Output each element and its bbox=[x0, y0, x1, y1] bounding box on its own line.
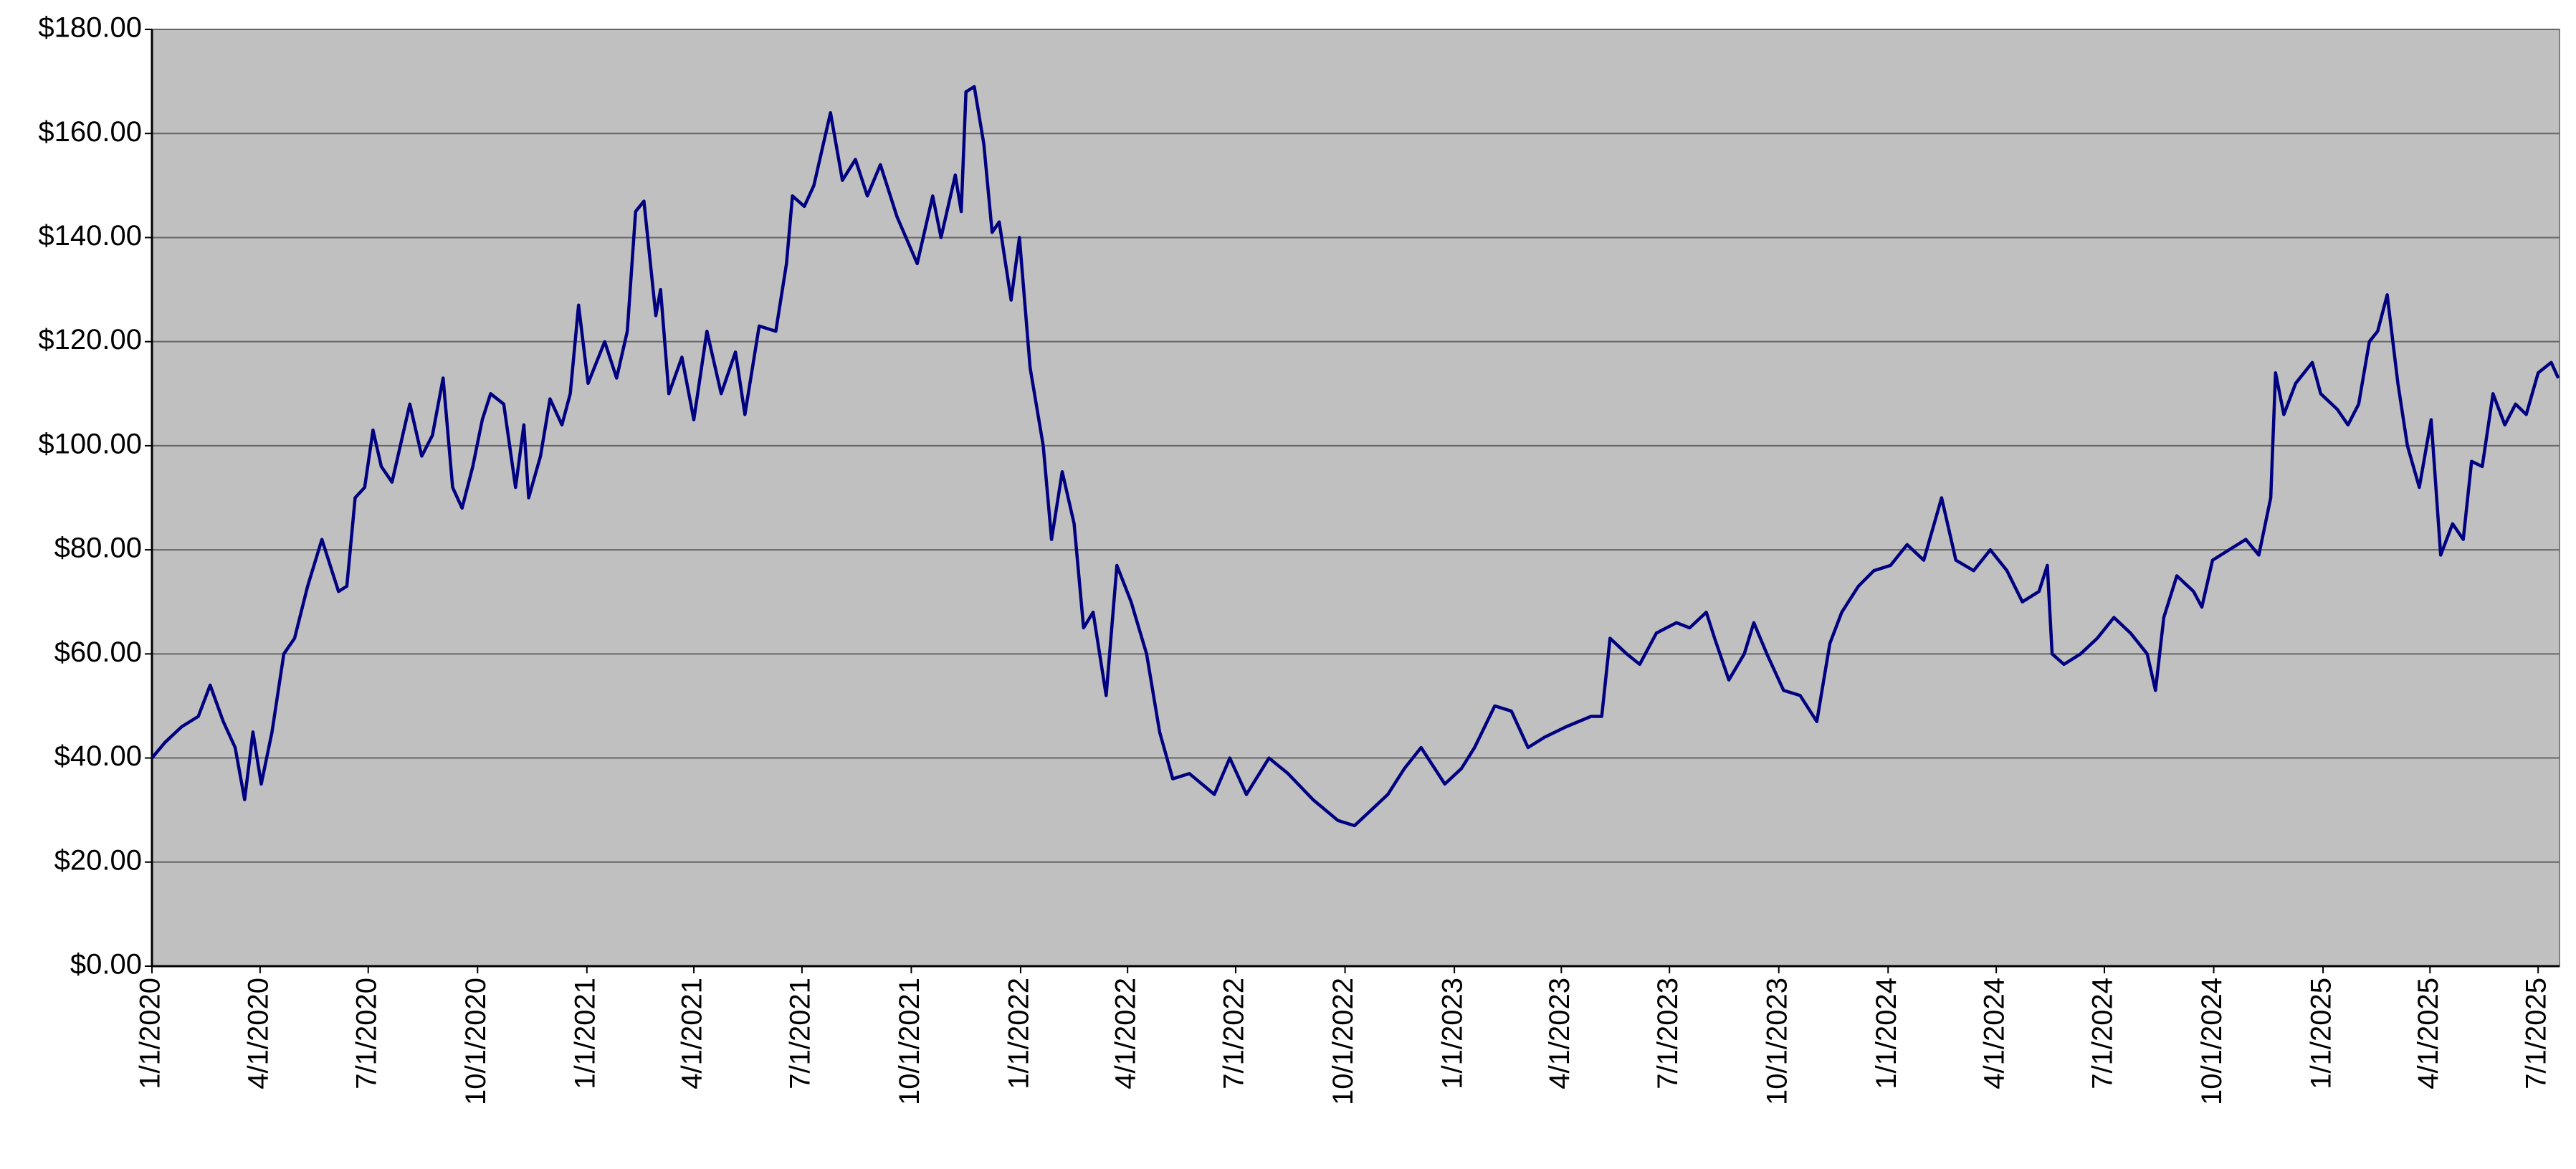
x-tick-label: 1/1/2023 bbox=[1437, 978, 1469, 1089]
x-tick-label: 4/1/2024 bbox=[1979, 978, 2010, 1089]
x-tick-label: 7/1/2024 bbox=[2087, 978, 2119, 1089]
y-tick-label: $80.00 bbox=[54, 533, 142, 564]
x-tick-label: 7/1/2023 bbox=[1652, 978, 1684, 1089]
y-tick-label: $120.00 bbox=[38, 324, 142, 356]
x-tick-label: 4/1/2023 bbox=[1544, 978, 1575, 1089]
x-tick-label: 7/1/2021 bbox=[784, 978, 816, 1089]
x-tick-label: 4/1/2022 bbox=[1110, 978, 1142, 1089]
y-tick-label: $100.00 bbox=[38, 428, 142, 459]
x-tick-label: 1/1/2025 bbox=[2306, 978, 2337, 1089]
x-tick-label: 7/1/2022 bbox=[1218, 978, 1250, 1089]
y-tick-label: $60.00 bbox=[54, 636, 142, 668]
x-tick-label: 1/1/2022 bbox=[1003, 978, 1035, 1089]
x-tick-label: 1/1/2021 bbox=[569, 978, 601, 1089]
y-tick-label: $140.00 bbox=[38, 220, 142, 252]
y-tick-label: $40.00 bbox=[54, 740, 142, 772]
x-tick-label: 10/1/2023 bbox=[1761, 978, 1793, 1105]
x-tick-label: 4/1/2025 bbox=[2413, 978, 2444, 1089]
x-tick-label: 10/1/2024 bbox=[2196, 978, 2228, 1105]
x-tick-label: 4/1/2021 bbox=[677, 978, 708, 1089]
y-tick-label: $20.00 bbox=[54, 844, 142, 876]
x-tick-label: 1/1/2024 bbox=[1871, 978, 1902, 1089]
price-line bbox=[151, 85, 2560, 828]
y-tick-label: $180.00 bbox=[38, 12, 142, 44]
x-tick-label: 7/1/2025 bbox=[2521, 978, 2552, 1089]
x-tick-label: 4/1/2020 bbox=[242, 978, 274, 1089]
x-tick-label: 10/1/2021 bbox=[894, 978, 925, 1105]
x-tick-label: 1/1/2020 bbox=[135, 978, 166, 1089]
x-tick-label: 10/1/2022 bbox=[1327, 978, 1359, 1105]
x-tick-label: 10/1/2020 bbox=[460, 978, 492, 1105]
x-tick-label: 7/1/2020 bbox=[350, 978, 382, 1089]
plot-area bbox=[151, 29, 2560, 967]
y-tick-label: $0.00 bbox=[70, 949, 142, 980]
y-tick-label: $160.00 bbox=[38, 116, 142, 148]
